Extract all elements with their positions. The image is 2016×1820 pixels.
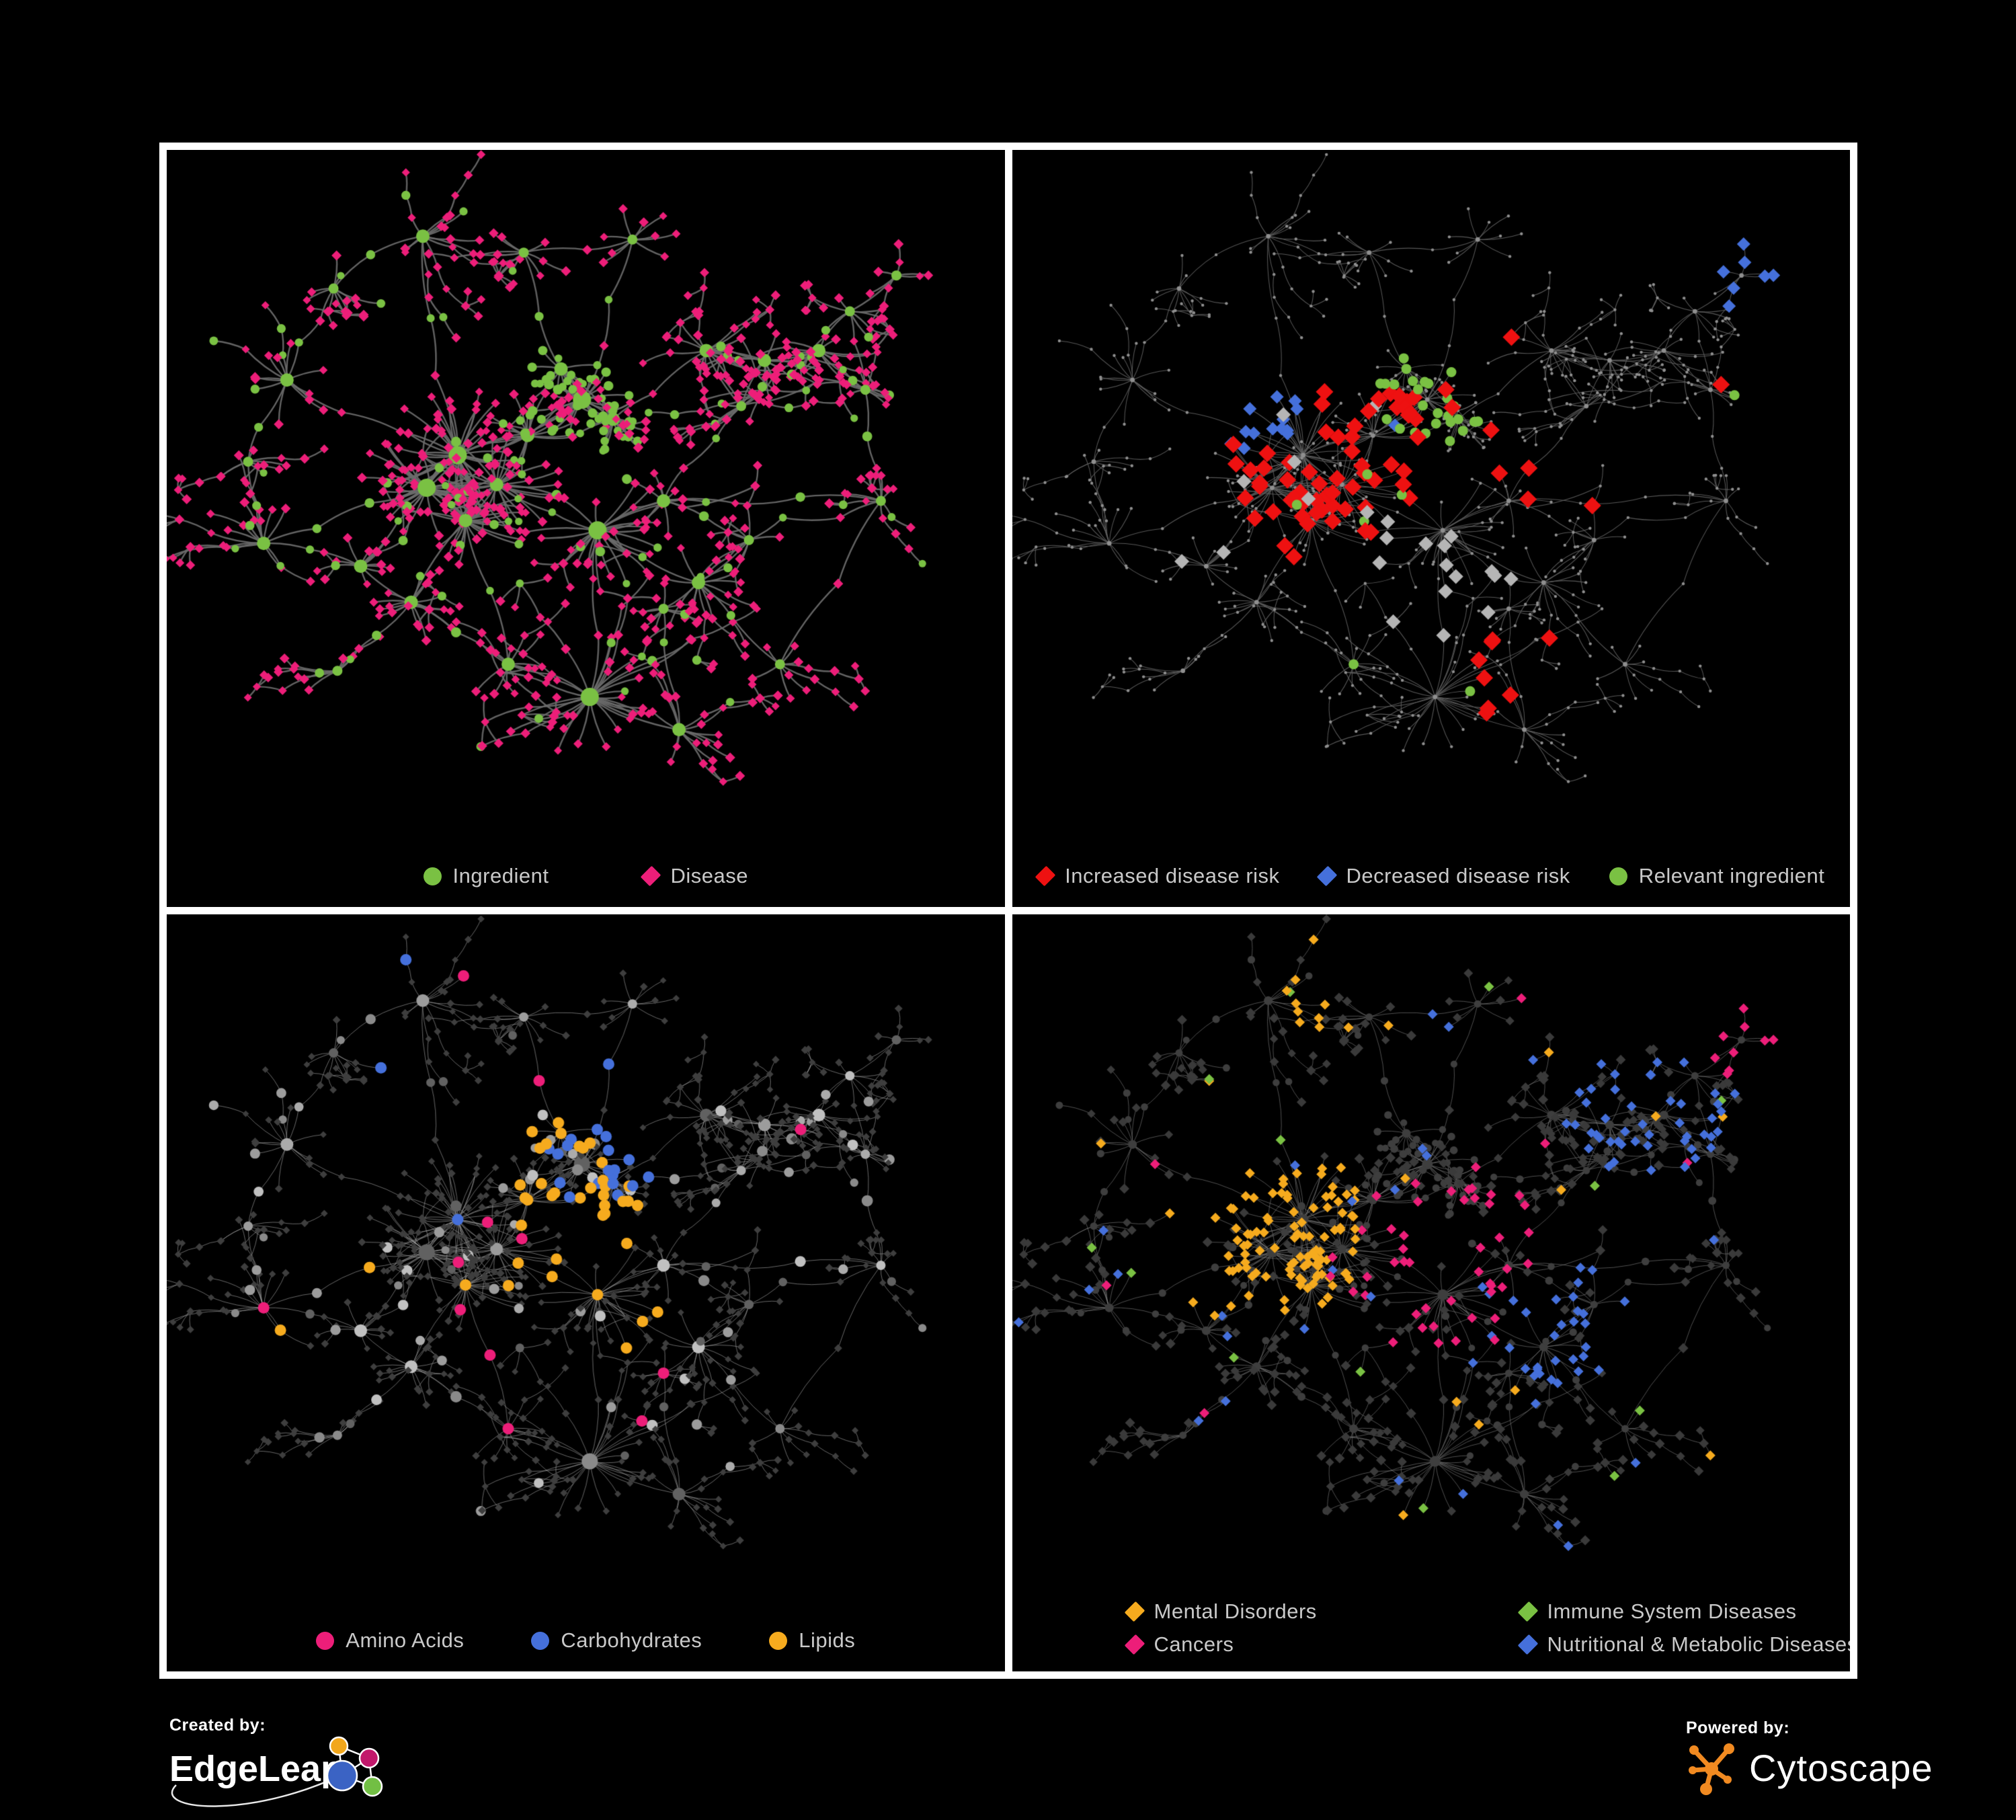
network-graph-ingredient-disease bbox=[167, 150, 1005, 907]
amino-acids-circle-swatch bbox=[316, 1631, 335, 1650]
edgeleap-swoosh bbox=[171, 1772, 346, 1807]
lipids-circle-swatch bbox=[769, 1631, 788, 1650]
legend-label: Cancers bbox=[1154, 1632, 1234, 1656]
panel-ingredient-disease: Ingredient Disease bbox=[167, 150, 1005, 907]
legend-label: Decreased disease risk bbox=[1346, 864, 1570, 887]
legend-item: Carbohydrates bbox=[531, 1628, 702, 1653]
edgeleap-attribution: Created by: EdgeLeap bbox=[169, 1716, 2016, 1812]
legend-label: Increased disease risk bbox=[1065, 864, 1280, 887]
legend-item: Disease bbox=[641, 864, 748, 888]
decreased-risk-diamond-swatch bbox=[1316, 865, 1337, 887]
cytoscape-logo-icon bbox=[1689, 1743, 1734, 1795]
legend-item: Increased disease risk bbox=[1035, 864, 1280, 888]
legend-label: Lipids bbox=[799, 1628, 856, 1652]
legend-label: Immune System Diseases bbox=[1547, 1599, 1797, 1623]
legend-ingredient-disease: Ingredient Disease bbox=[167, 864, 1005, 888]
cytoscape-attribution: Powered by: Cytoscape bbox=[1686, 1718, 1933, 1796]
edgeleap-wordmark: EdgeLeap bbox=[169, 1749, 343, 1789]
panel-nutrient-classes: Amino Acids Carbohydrates Lipids bbox=[167, 914, 1005, 1671]
immune-system-diseases-diamond-swatch bbox=[1517, 1601, 1538, 1622]
cytoscape-icon-nodes bbox=[1689, 1743, 1734, 1795]
ingredient-circle-swatch bbox=[423, 867, 442, 885]
created-by-label: Created by: bbox=[169, 1716, 266, 1735]
legend-item: Lipids bbox=[769, 1628, 855, 1653]
powered-by-label: Powered by: bbox=[1686, 1718, 1790, 1737]
network-graph-nutrient-classes bbox=[167, 914, 1005, 1671]
legend-disease-classes: Mental Disorders Immune System Diseases … bbox=[1124, 1595, 1851, 1661]
legend-item: Immune System Diseases bbox=[1517, 1599, 1851, 1624]
four-panel-figure: Ingredient Disease Increased disease ris… bbox=[159, 143, 1857, 1679]
edgeleap-node-green bbox=[362, 1776, 383, 1797]
panel-disease-classes: Mental Disorders Immune System Diseases … bbox=[1012, 914, 1851, 1671]
edgeleap-network-icon bbox=[326, 1736, 383, 1797]
network-graph-disease-classes bbox=[1012, 914, 1850, 1671]
carbohydrates-circle-swatch bbox=[531, 1631, 550, 1650]
legend-label: Amino Acids bbox=[346, 1628, 465, 1652]
cancers-diamond-swatch bbox=[1124, 1634, 1145, 1655]
legend-label: Ingredient bbox=[452, 864, 549, 887]
network-graph-disease-risk bbox=[1012, 150, 1850, 907]
nutritional-metabolic-diseases-diamond-swatch bbox=[1517, 1634, 1538, 1655]
relevant-ingredient-circle-swatch bbox=[1609, 867, 1627, 885]
legend-label: Disease bbox=[670, 864, 748, 887]
legend-disease-risk: Increased disease risk Decreased disease… bbox=[1012, 864, 1851, 888]
increased-risk-diamond-swatch bbox=[1035, 865, 1056, 887]
legend-label: Nutritional & Metabolic Diseases bbox=[1547, 1632, 1851, 1656]
legend-item: Nutritional & Metabolic Diseases bbox=[1517, 1632, 1851, 1657]
edgeleap-node-orange bbox=[329, 1736, 349, 1756]
legend-item: Amino Acids bbox=[316, 1628, 464, 1653]
edgeleap-node-blue bbox=[326, 1759, 358, 1792]
legend-item: Ingredient bbox=[423, 864, 549, 888]
cytoscape-wordmark: Cytoscape bbox=[1749, 1746, 1933, 1789]
edgeleap-node-magenta bbox=[358, 1747, 380, 1769]
disease-diamond-swatch bbox=[641, 865, 661, 887]
legend-label: Relevant ingredient bbox=[1638, 864, 1825, 887]
legend-item: Relevant ingredient bbox=[1609, 864, 1825, 888]
panel-disease-risk: Increased disease risk Decreased disease… bbox=[1012, 150, 1851, 907]
edgeleap-logo: EdgeLeap bbox=[169, 1736, 383, 1807]
legend-item: Decreased disease risk bbox=[1316, 864, 1570, 888]
legend-item: Mental Disorders bbox=[1124, 1599, 1520, 1624]
legend-label: Carbohydrates bbox=[561, 1628, 702, 1652]
mental-disorders-diamond-swatch bbox=[1124, 1601, 1145, 1622]
legend-label: Mental Disorders bbox=[1154, 1599, 1317, 1623]
legend-nutrient-classes: Amino Acids Carbohydrates Lipids bbox=[167, 1628, 1005, 1653]
legend-item: Cancers bbox=[1124, 1632, 1520, 1657]
